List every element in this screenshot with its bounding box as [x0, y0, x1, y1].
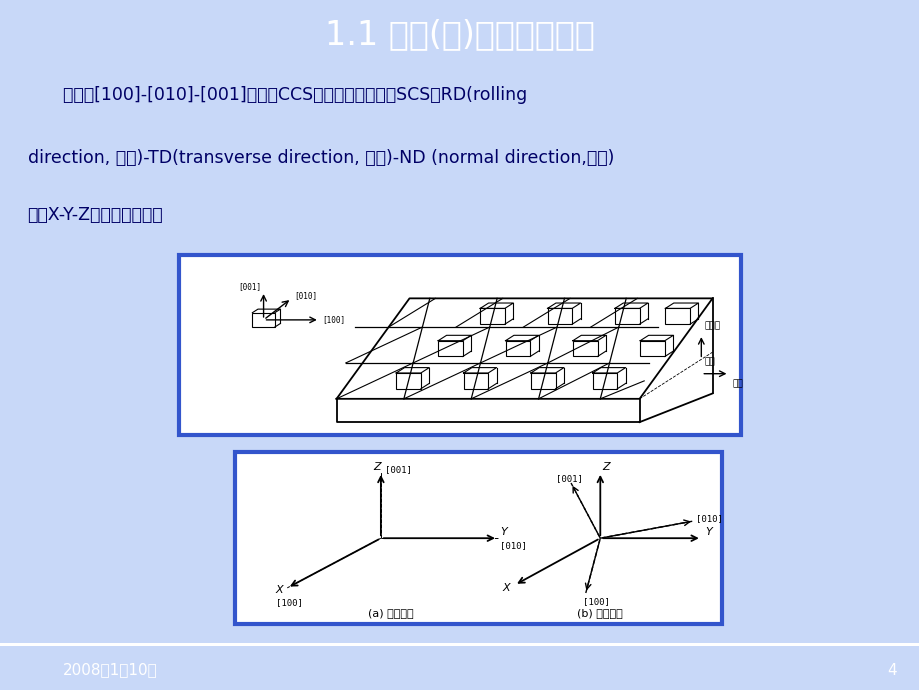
Text: 板法向: 板法向	[703, 322, 720, 331]
Text: 轧向: 轧向	[732, 379, 743, 388]
Text: 4: 4	[887, 662, 896, 678]
Text: Z: Z	[373, 462, 380, 472]
Text: [010]: [010]	[500, 541, 527, 550]
Text: direction, 轧向)-TD(transverse direction, 横向)-ND (normal direction,法向): direction, 轧向)-TD(transverse direction, …	[28, 149, 613, 167]
Text: [100]: [100]	[323, 315, 346, 324]
Text: [100]: [100]	[276, 598, 302, 607]
Text: [001]: [001]	[556, 474, 583, 483]
Bar	[0, 643, 919, 647]
Text: [001]: [001]	[238, 282, 261, 291]
Text: X: X	[503, 582, 510, 593]
Text: X: X	[276, 585, 283, 595]
Text: 晶体的[100]-[010]-[001]坐标系CCS相对于样品坐标系SCS：RD(rolling: 晶体的[100]-[010]-[001]坐标系CCS相对于样品坐标系SCS：RD…	[41, 86, 528, 104]
Text: 1.1 取向(差)的定义及表征: 1.1 取向(差)的定义及表征	[324, 18, 595, 51]
Text: Y: Y	[705, 527, 711, 538]
Text: Y: Y	[500, 526, 506, 537]
Text: [010]: [010]	[696, 514, 722, 523]
Bar	[234, 452, 721, 624]
Text: 2008年1月10日: 2008年1月10日	[63, 662, 157, 678]
Text: [010]: [010]	[294, 291, 317, 300]
Text: （或X-Y-Z）的位置关系。: （或X-Y-Z）的位置关系。	[28, 206, 163, 224]
Text: [001]: [001]	[384, 465, 411, 474]
Bar	[179, 255, 740, 435]
Text: 横向: 横向	[703, 357, 714, 366]
Text: (b) 任意取向: (b) 任意取向	[577, 608, 622, 618]
Text: (a) 起始取向: (a) 起始取向	[368, 608, 413, 618]
Text: [100]: [100]	[583, 597, 609, 606]
Text: Z: Z	[602, 462, 609, 472]
